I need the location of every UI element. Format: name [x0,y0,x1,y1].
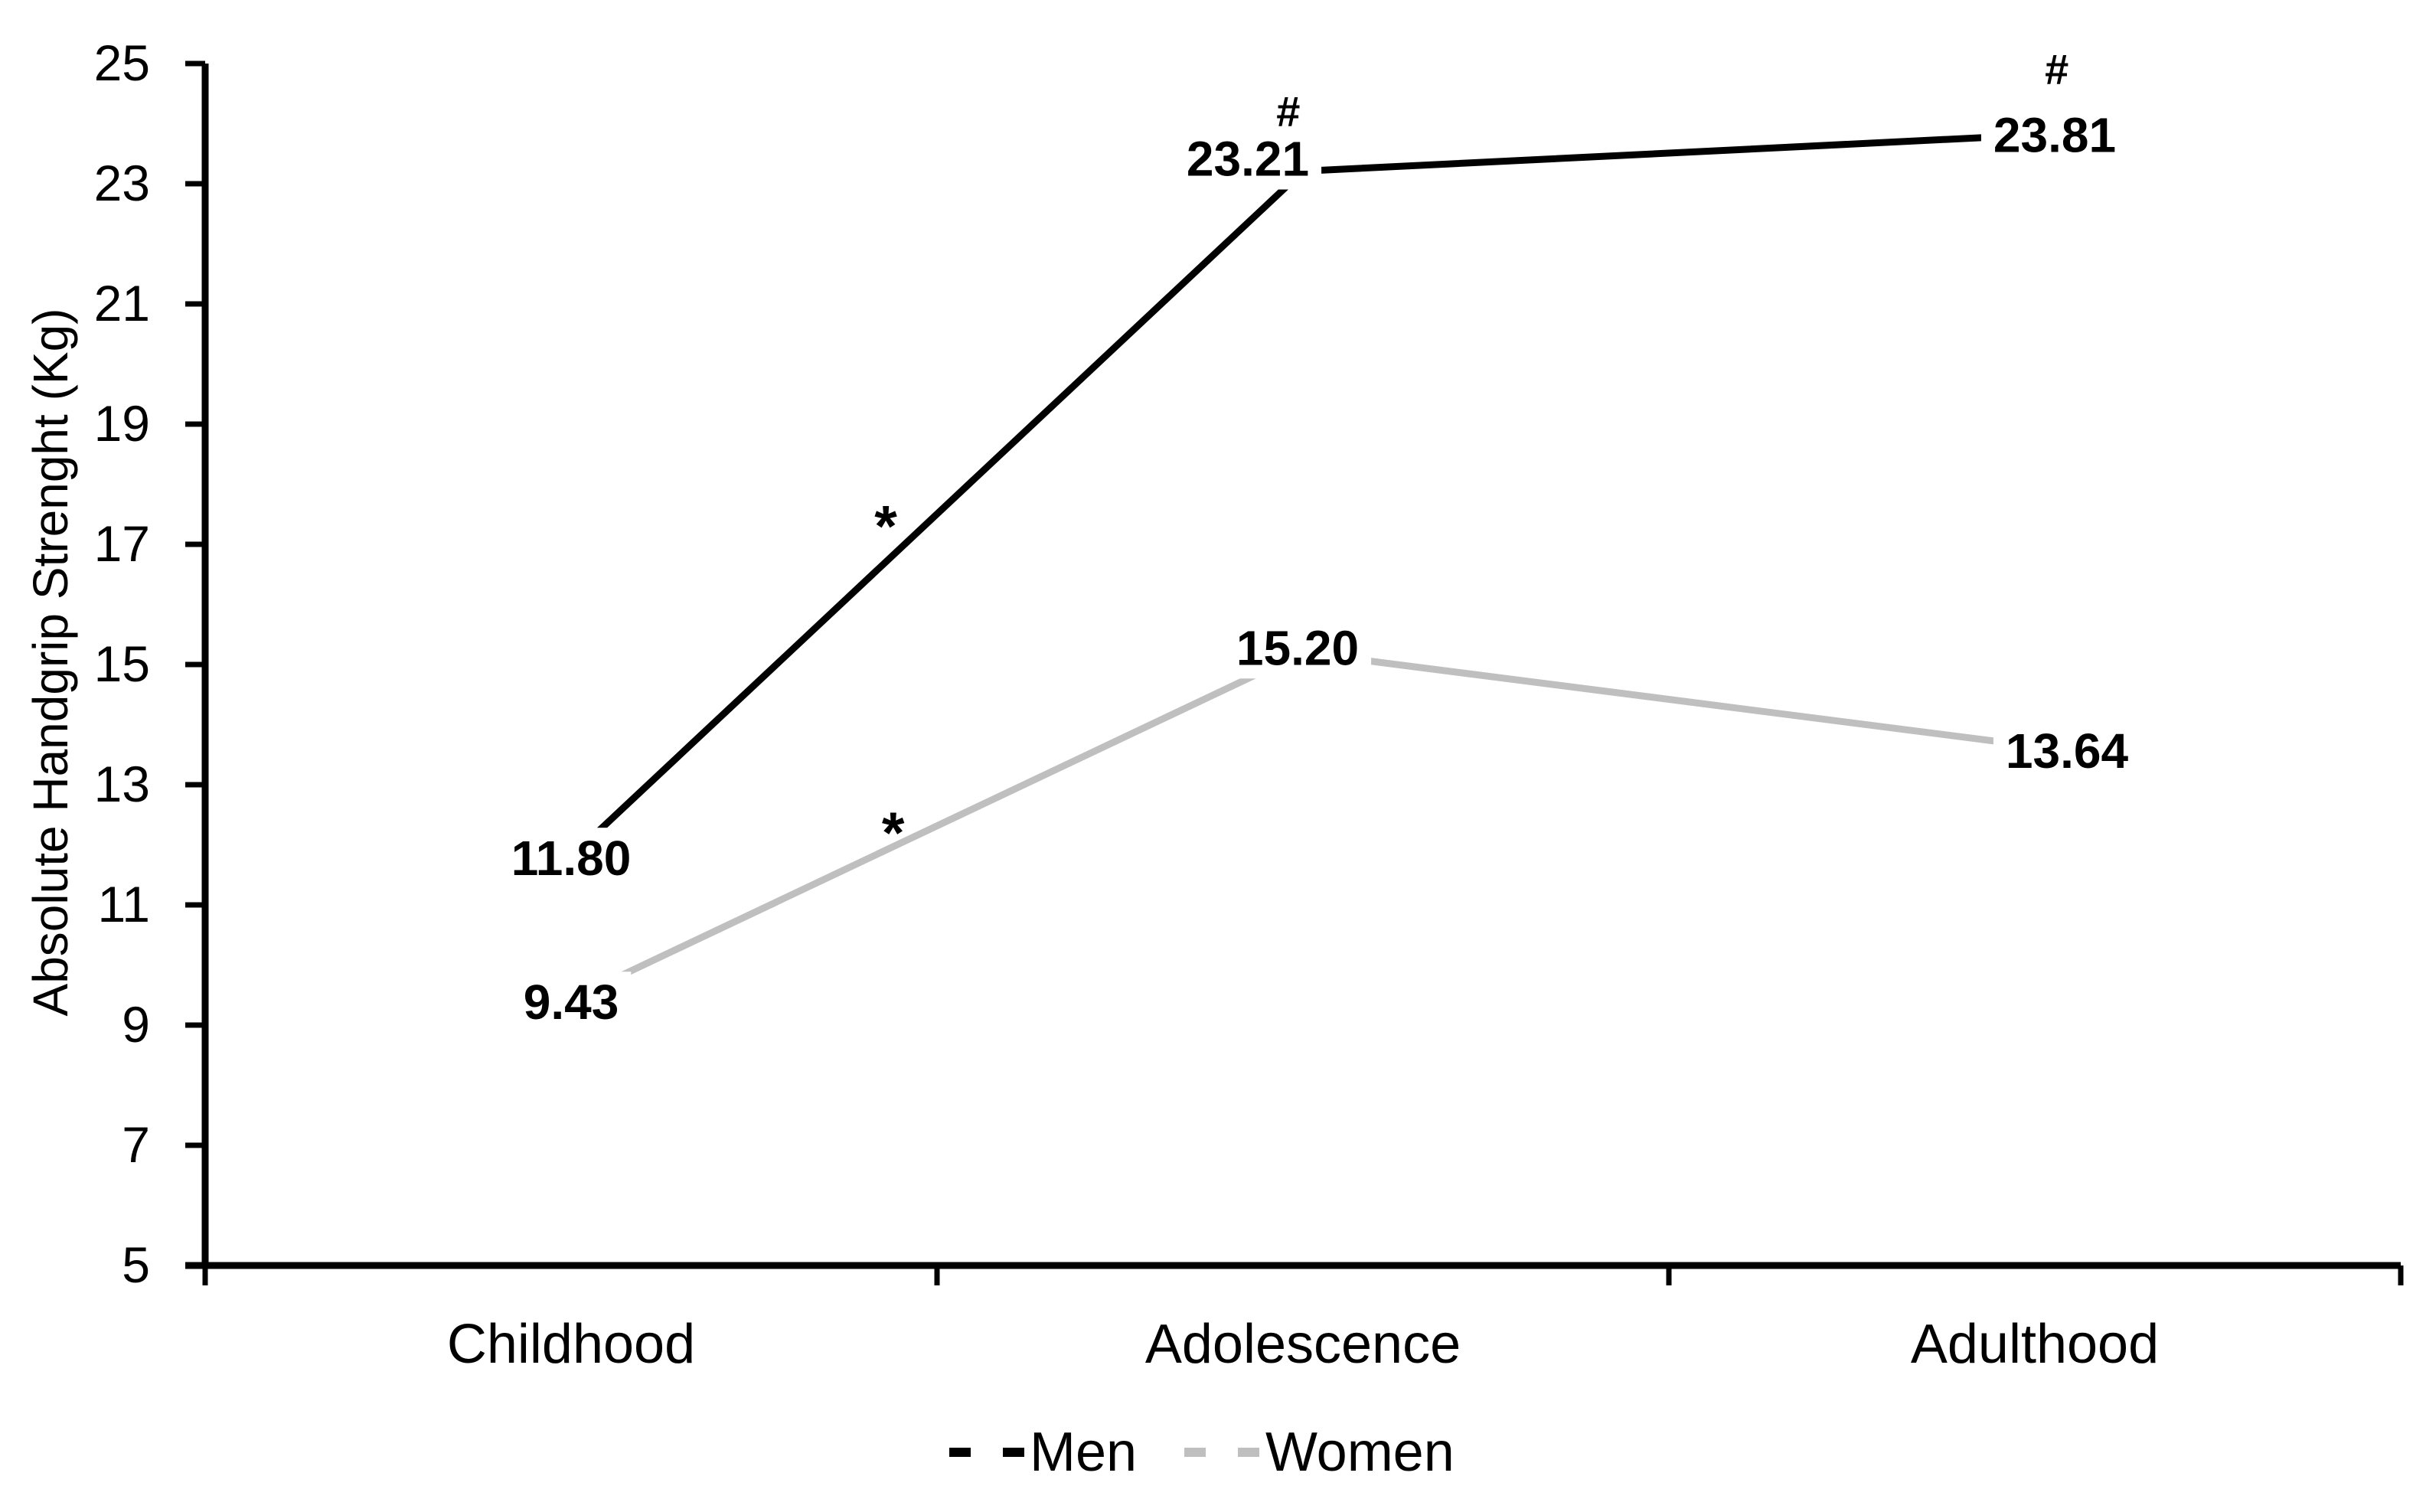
women-line [570,648,2036,1003]
annotation-asterisk-0: * [874,495,897,560]
x-axis-category-label-childhood: Childhood [447,1314,695,1375]
y-axis-tick-label: 17 [94,515,150,572]
y-axis-tick-label: 5 [122,1236,150,1293]
data-label-mask [1174,128,1322,190]
data-label-mask [1980,104,2129,166]
plot-area: 5 7 9 11 13 15 17 19 21 23 25 Childhood Adolescence A… [94,34,2404,1375]
y-axis-tick-label: 11 [97,876,150,932]
y-axis-tick-label: 21 [94,275,150,331]
x-axis-category-label-adulthood: Adulthood [1911,1314,2159,1375]
data-label-mask [1223,617,1372,679]
y-axis-tick-label: 13 [94,756,150,812]
data-label-men-2: 23.81 [1993,107,2116,162]
data-label-mask [511,972,632,1034]
annotation-asterisk-1: * [882,801,905,866]
annotation-hash-3: # [2045,45,2068,93]
data-label-mask [498,828,644,890]
legend-men-label: Men [1030,1422,1137,1483]
data-label-women-2: 13.64 [2006,723,2129,779]
legend-women-label: Women [1265,1422,1455,1483]
y-axis-tick-label: 25 [94,34,150,91]
data-label-women-1: 15.20 [1236,620,1359,675]
x-axis-category-label-adolescence: Adolescence [1145,1314,1461,1375]
y-axis-title: Absolute Handgrip Strenght (Kg) [23,309,78,1017]
data-label-men-0: 11.80 [511,831,632,886]
annotation-hash-2: # [1276,87,1300,136]
y-axis-tick-label: 19 [94,395,150,452]
data-label-mask [1993,720,2141,782]
y-axis-tick-label: 15 [94,635,150,692]
y-axis-tick-label: 7 [122,1116,150,1173]
data-label-women-0: 9.43 [524,975,619,1030]
data-label-men-1: 23.21 [1187,132,1309,187]
y-axis-tick-label: 9 [122,996,150,1053]
legend: Men Women [949,1422,1455,1483]
y-axis-tick-label: 23 [94,155,150,211]
men-line [568,131,2036,860]
